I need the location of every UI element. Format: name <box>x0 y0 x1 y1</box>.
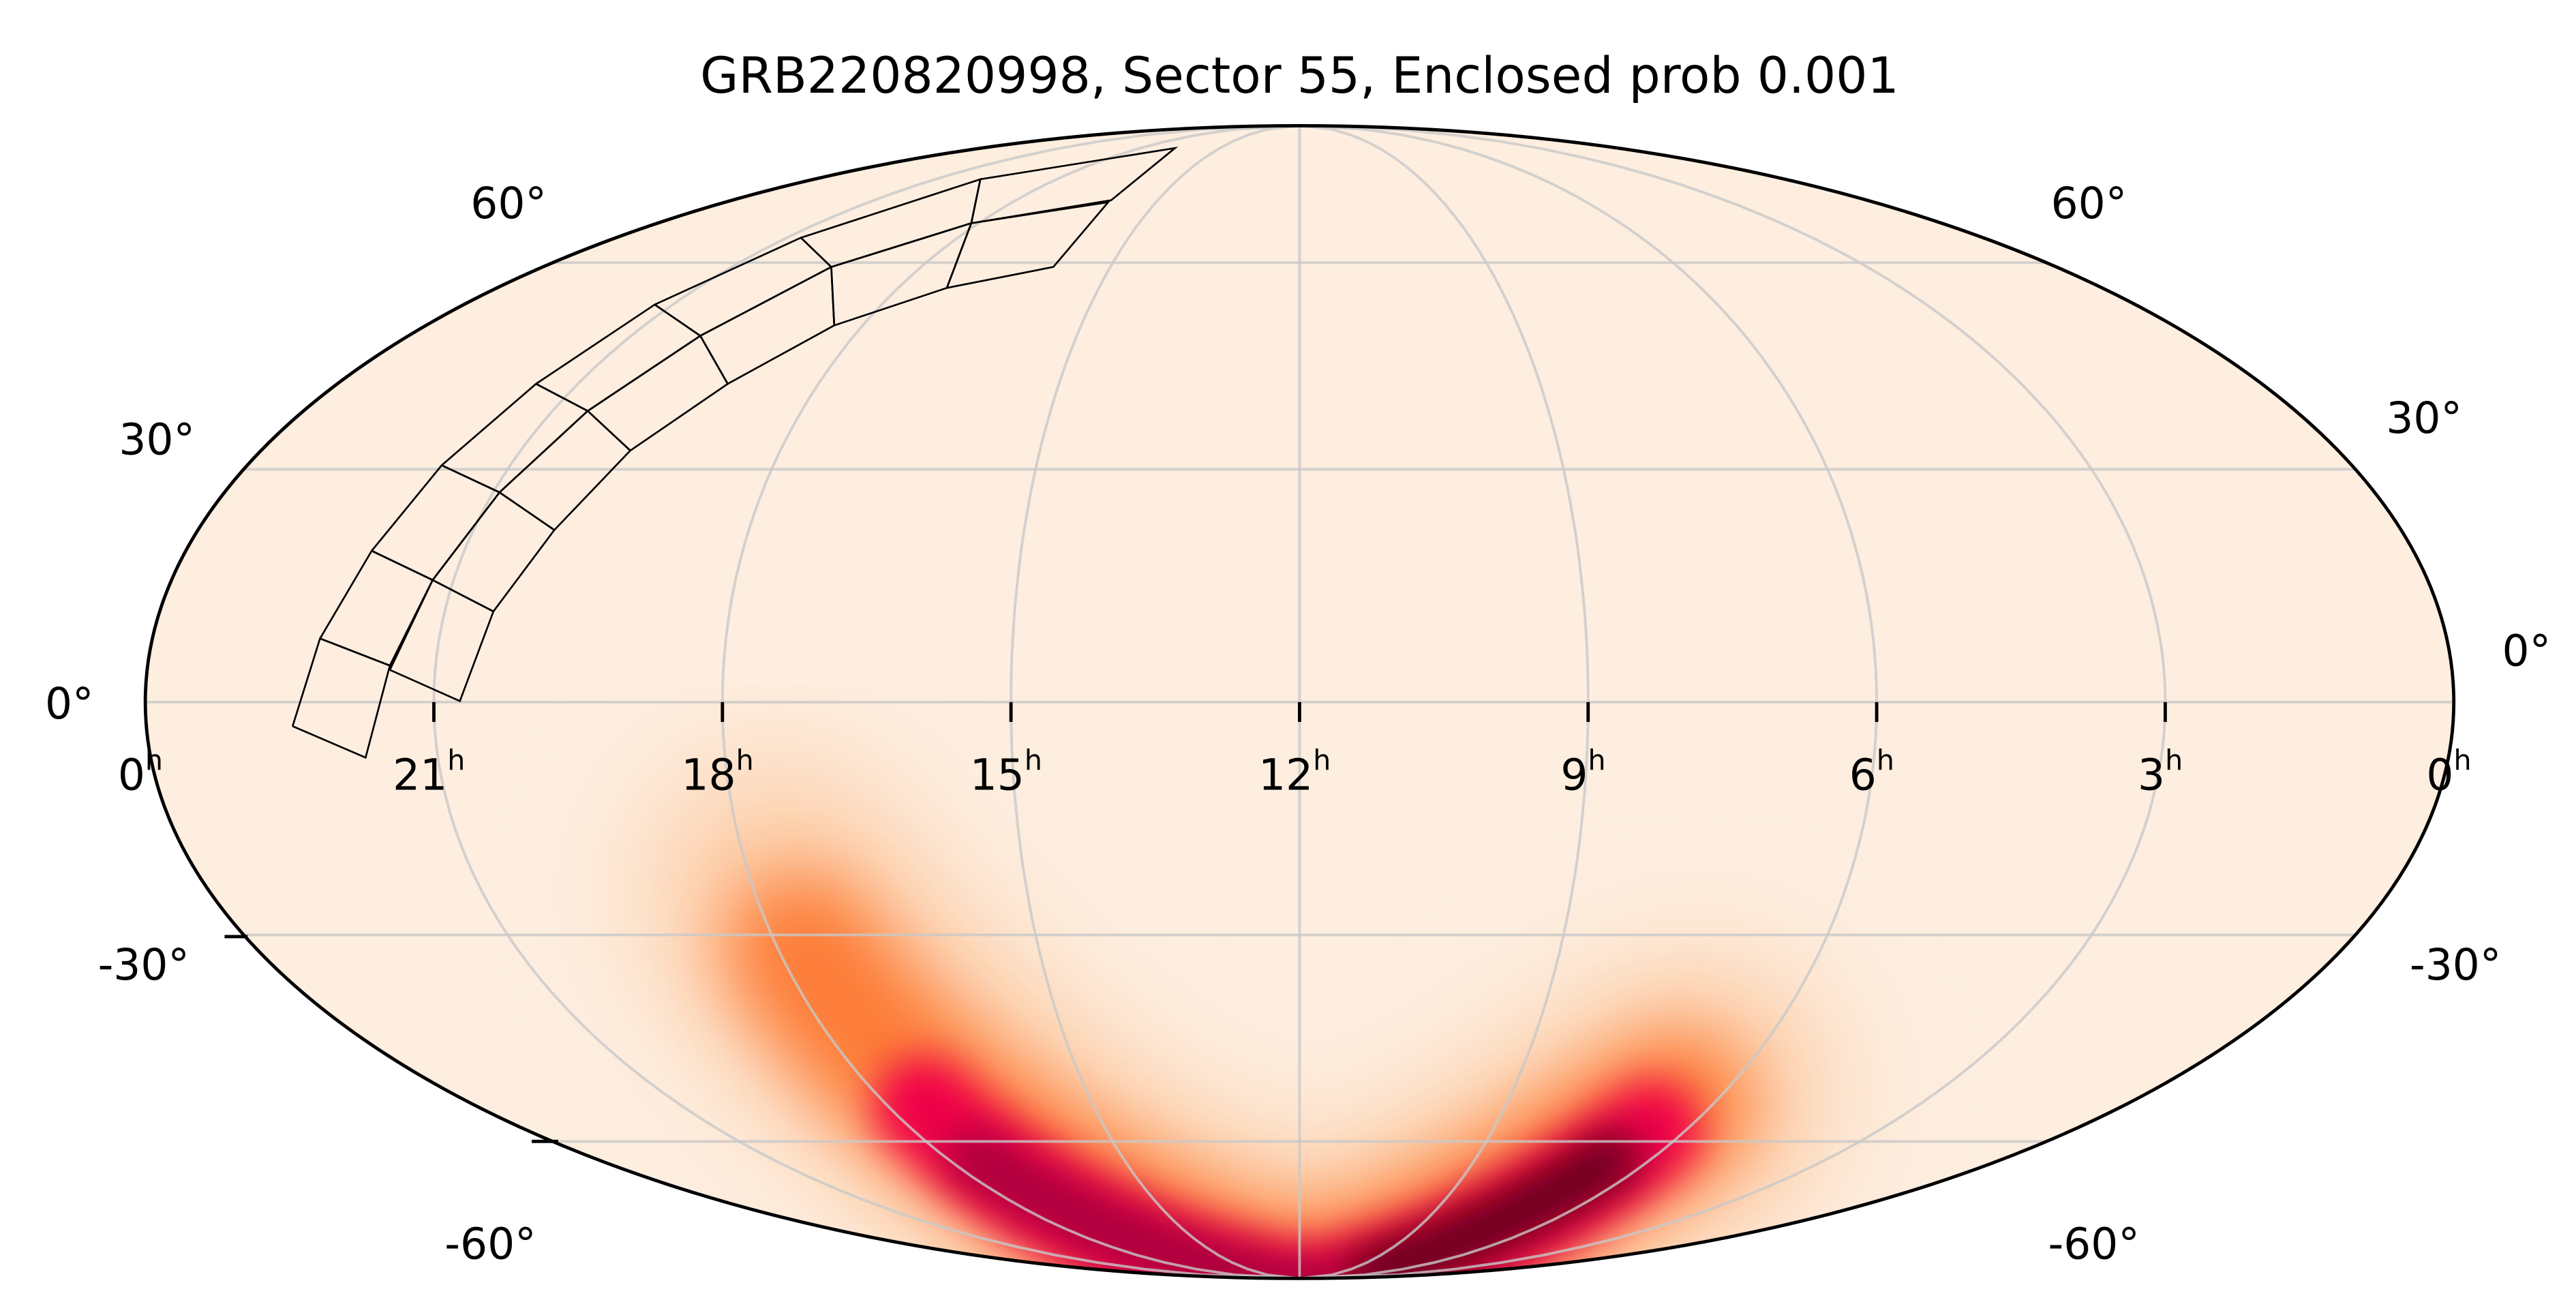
axis-ticks <box>224 701 2167 1143</box>
dec-labels-right: 60° 30° 0° -30° -60° <box>2048 179 2551 1269</box>
dec-label: -30° <box>98 940 190 990</box>
dec-label: 30° <box>2386 393 2462 443</box>
dec-label: -60° <box>444 1219 536 1269</box>
tess-footprint <box>291 147 1179 759</box>
dec-label: -30° <box>2410 940 2501 990</box>
ccd-tile <box>945 200 1111 290</box>
dec-label: -60° <box>2048 1219 2139 1269</box>
probability-heatmap <box>652 768 1825 1279</box>
ra-label: 0h <box>118 744 163 800</box>
dec-label: 60° <box>2051 179 2127 228</box>
ccd-tile <box>970 147 1179 225</box>
dec-label: 0° <box>2502 626 2551 676</box>
dec-label: 0° <box>45 679 94 729</box>
ra-label: 0h <box>2426 744 2471 800</box>
dec-label: 60° <box>470 179 547 228</box>
dec-label: 30° <box>119 415 195 465</box>
dec-labels-left: 60° 30° 0° -30° -60° <box>45 179 547 1269</box>
prob-peak <box>1352 1141 1628 1279</box>
ra-label: 9h <box>1560 744 1605 800</box>
chart-title: GRB220820998, Sector 55, Enclosed prob 0… <box>700 48 1899 105</box>
sky-boundary <box>143 124 2456 1280</box>
